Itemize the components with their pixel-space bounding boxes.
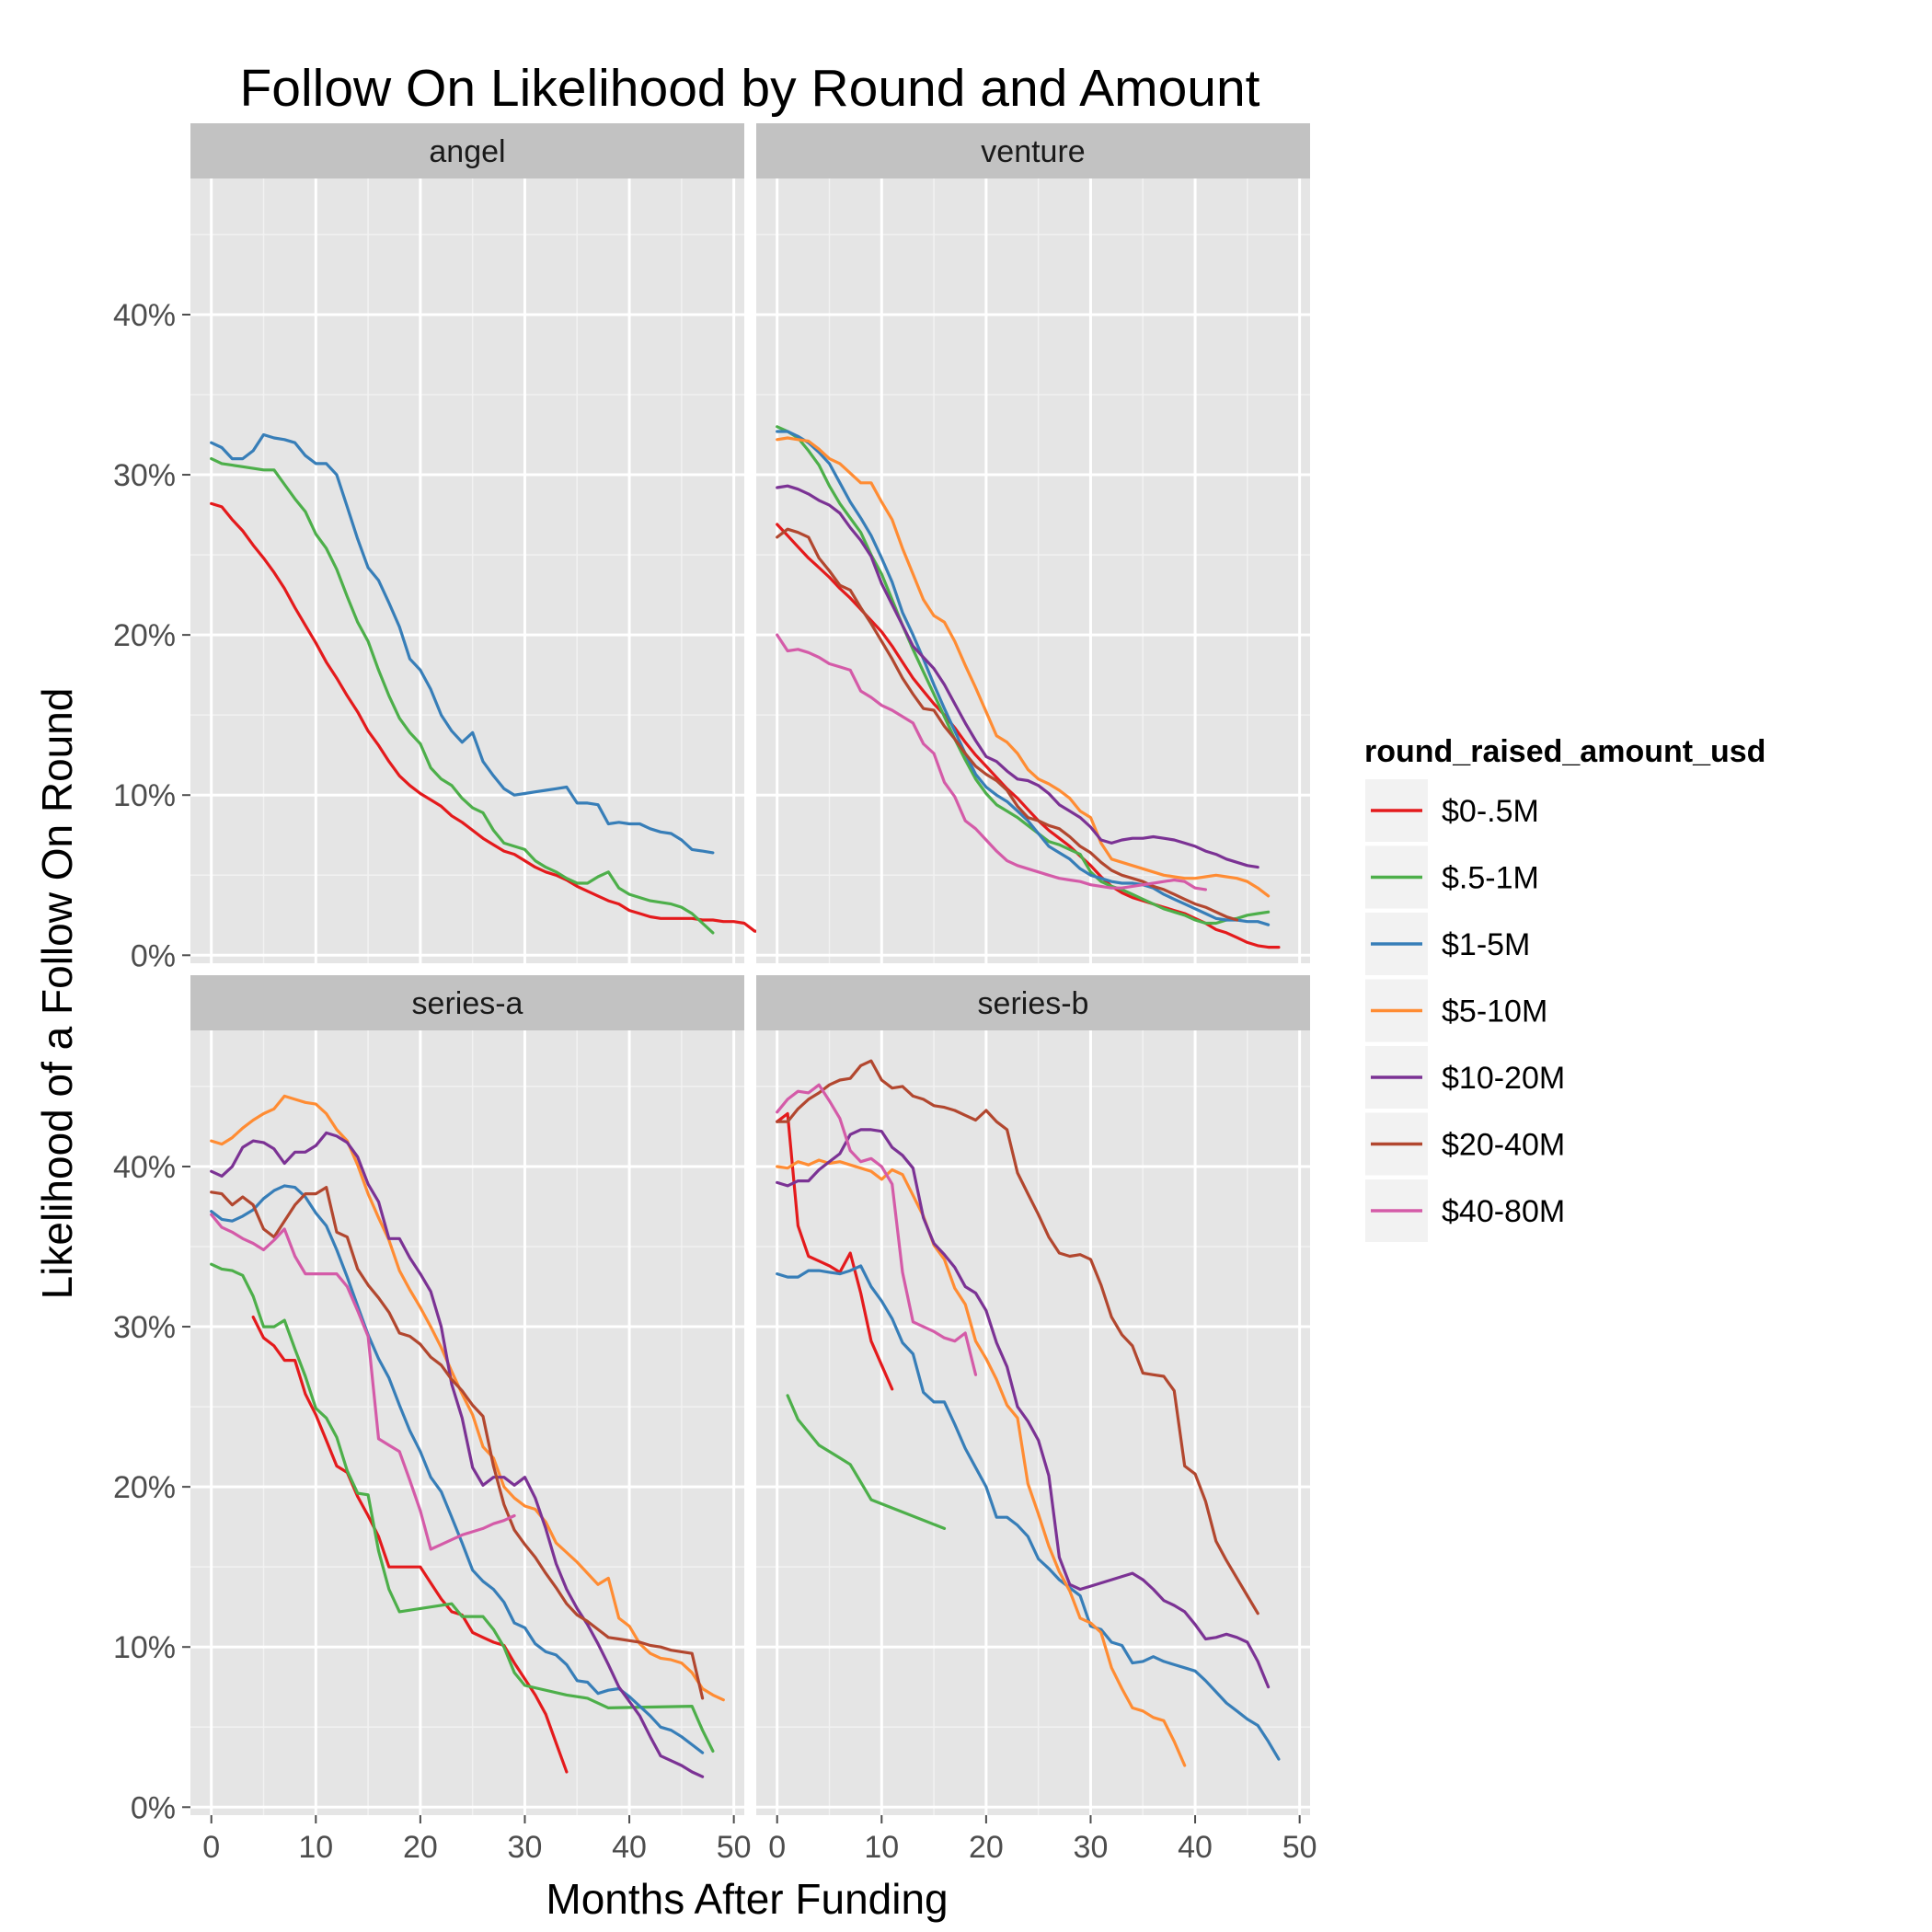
series-line-venture-1-5m bbox=[776, 430, 1271, 926]
x-tick-label: 30 bbox=[508, 1830, 543, 1865]
x-tick-label: 50 bbox=[1282, 1830, 1317, 1865]
legend-label: $1-5M bbox=[1442, 927, 1530, 962]
strip-series-b bbox=[756, 975, 1310, 1030]
y-tick-label: 20% bbox=[113, 618, 176, 653]
legend-label: $.5-1M bbox=[1442, 861, 1539, 896]
series-line-series-b-40-80m bbox=[776, 1083, 978, 1376]
strip-label-series-a: series-a bbox=[412, 986, 523, 1021]
strip-label-series-b: series-b bbox=[978, 986, 1089, 1021]
series-line-venture-5-10m bbox=[776, 436, 1271, 898]
chart-title: Follow On Likelihood by Round and Amount bbox=[239, 59, 1259, 118]
series-line-venture-10-20m bbox=[776, 484, 1259, 869]
legend-label: $40-80M bbox=[1442, 1194, 1565, 1229]
x-tick-label: 30 bbox=[1074, 1830, 1109, 1865]
panel-venture: venture bbox=[756, 123, 1310, 963]
x-tick-label: 10 bbox=[298, 1830, 333, 1865]
y-tick-label: 10% bbox=[113, 1630, 176, 1665]
series-line-series-a-10-20m bbox=[210, 1131, 705, 1778]
x-tick-label: 0 bbox=[768, 1830, 786, 1865]
x-axis-title: Months After Funding bbox=[546, 1875, 948, 1923]
legend-item-10-20m: $10-20M bbox=[1363, 1044, 1565, 1110]
legend-item-0-5m: $0-.5M bbox=[1363, 777, 1539, 844]
legend-item-5-1m: $.5-1M bbox=[1363, 844, 1539, 911]
strip-series-a bbox=[190, 975, 744, 1030]
y-tick-label: 10% bbox=[113, 778, 176, 813]
strip-venture bbox=[756, 123, 1310, 178]
facet-panels: angel 0% 10% 20% 30% 40% venture series-a 0% 10% 2… bbox=[113, 123, 1317, 1865]
series-line-series-a-20-40m bbox=[210, 1186, 705, 1700]
series-line-series-a-0-5m bbox=[251, 1316, 569, 1774]
x-tick-label: 20 bbox=[969, 1830, 1004, 1865]
legend-label: $5-10M bbox=[1442, 995, 1547, 1029]
x-tick-label: 40 bbox=[612, 1830, 647, 1865]
panel-background bbox=[190, 178, 744, 963]
panel-background bbox=[756, 178, 1310, 963]
legend-label: $20-40M bbox=[1442, 1128, 1565, 1163]
panel-background bbox=[756, 1030, 1310, 1815]
panel-series-b: series-b 0 10 20 30 40 50 bbox=[756, 975, 1317, 1865]
y-tick-label: 20% bbox=[113, 1470, 176, 1505]
x-tick-label: 10 bbox=[864, 1830, 899, 1865]
legend-label: $0-.5M bbox=[1442, 794, 1539, 829]
x-tick-label: 0 bbox=[202, 1830, 220, 1865]
legend-title: round_raised_amount_usd bbox=[1364, 734, 1765, 769]
panel-angel: angel 0% 10% 20% 30% 40% bbox=[113, 123, 809, 973]
series-line-angel-1-5m bbox=[210, 432, 715, 855]
legend-label: $10-20M bbox=[1442, 1061, 1565, 1096]
panel-series-a: series-a 0% 10% 20% 30% 40% 0 10 20 30 40 50 bbox=[113, 975, 752, 1865]
series-line-angel-5-1m bbox=[210, 457, 715, 935]
series-line-series-b-10-20m bbox=[776, 1128, 1271, 1689]
y-tick-label: 40% bbox=[113, 298, 176, 333]
y-tick-label: 0% bbox=[131, 1790, 176, 1825]
y-tick-label: 40% bbox=[113, 1150, 176, 1185]
series-line-venture-40-80m bbox=[776, 633, 1207, 891]
x-tick-label: 50 bbox=[717, 1830, 752, 1865]
strip-angel bbox=[190, 123, 744, 178]
series-line-series-a-5-1m bbox=[210, 1262, 715, 1753]
legend-item-1-5m: $1-5M bbox=[1363, 911, 1530, 977]
x-tick-label: 20 bbox=[403, 1830, 438, 1865]
y-tick-label: 30% bbox=[113, 458, 176, 493]
y-axis-title: Likelihood of a Follow On Round bbox=[33, 688, 81, 1300]
series-line-series-a-40-80m bbox=[210, 1213, 516, 1551]
y-tick-label: 0% bbox=[131, 938, 176, 973]
x-tick-label: 40 bbox=[1178, 1830, 1213, 1865]
legend: round_raised_amount_usd $0-.5M $.5-1M $1-5… bbox=[1363, 734, 1765, 1244]
strip-label-venture: venture bbox=[981, 134, 1085, 169]
series-line-series-b-5-10m bbox=[776, 1158, 1187, 1767]
legend-item-40-80m: $40-80M bbox=[1363, 1178, 1565, 1244]
series-line-series-b-1-5m bbox=[776, 1264, 1281, 1761]
legend-item-20-40m: $20-40M bbox=[1363, 1110, 1565, 1178]
strip-label-angel: angel bbox=[429, 134, 505, 169]
series-line-series-b-20-40m bbox=[776, 1059, 1259, 1616]
series-line-venture-20-40m bbox=[776, 527, 1239, 922]
y-tick-label: 30% bbox=[113, 1310, 176, 1345]
series-line-angel-0-5m bbox=[210, 501, 809, 935]
series-line-series-b-5-1m bbox=[786, 1394, 947, 1530]
series-line-series-b-0-5m bbox=[776, 1111, 894, 1391]
series-line-venture-5-1m bbox=[776, 425, 1271, 926]
legend-item-5-10m: $5-10M bbox=[1363, 977, 1547, 1044]
